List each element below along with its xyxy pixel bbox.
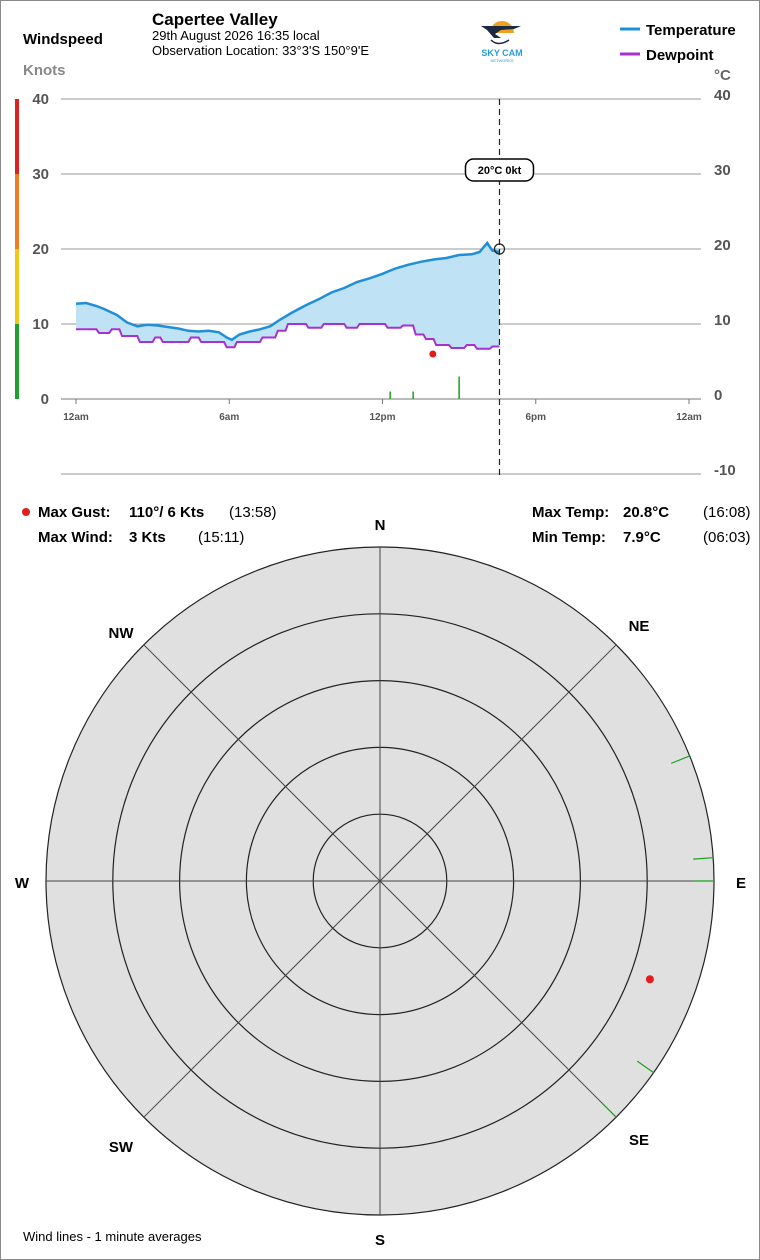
rose-spoke — [143, 880, 381, 1118]
chart-grid — [61, 98, 701, 475]
rose-label-n: N — [375, 517, 386, 534]
legend-temperature-label: Temperature — [646, 22, 736, 39]
current-marker: 20°C 0kt — [464, 99, 535, 476]
right-axis-tick: 20 — [714, 237, 731, 254]
rose-wind-line — [636, 1060, 654, 1074]
scale-green-segment — [15, 324, 19, 399]
rose-label-e: E — [736, 875, 746, 892]
right-axis-tick: 30 — [714, 162, 731, 179]
min-temp-label: Min Temp: — [532, 529, 606, 546]
wind-rose — [45, 546, 715, 1216]
right-axis-tick: 10 — [714, 312, 731, 329]
rose-footnote: Wind lines - 1 minute averages — [23, 1229, 202, 1244]
current-value-circle — [493, 243, 506, 255]
rose-label-se: SE — [629, 1132, 649, 1149]
max-gust-time: (13:58) — [229, 504, 277, 521]
rose-gust-marker — [645, 975, 654, 984]
left-axis-title: Knots — [23, 62, 66, 79]
rose-label-s: S — [375, 1232, 385, 1249]
stats-block: Max Gust: 110°/ 6 Kts (13:58) Max Wind: … — [22, 504, 751, 546]
right-axis-tick: -10 — [714, 462, 736, 479]
legend: Temperature Dewpoint — [620, 22, 736, 64]
logo-subtext: NETWORKS — [490, 58, 513, 63]
right-axis-tick: 0 — [714, 387, 722, 404]
max-temp-label: Max Temp: — [532, 504, 609, 521]
scale-yellow-segment — [15, 249, 19, 324]
windspeed-label: Windspeed — [23, 31, 103, 48]
x-axis-tick: 12pm — [369, 412, 395, 423]
x-axis-tick: 12am — [676, 412, 702, 423]
rose-label-nw: NW — [109, 625, 135, 642]
scale-orange-segment — [15, 174, 19, 249]
dewpoint-line — [76, 323, 500, 350]
max-gust-value: 110°/ 6 Kts — [129, 504, 204, 521]
rose-spoke — [379, 880, 617, 1118]
left-axis-tick: 30 — [32, 166, 49, 183]
station-name: Capertee Valley — [152, 10, 278, 29]
max-gust-marker-icon — [22, 508, 30, 516]
logo-text: SKY CAM — [481, 48, 522, 58]
temperature-line — [75, 240, 500, 342]
left-axis-tick: 10 — [32, 316, 49, 333]
min-temp-value: 7.9°C — [623, 529, 661, 546]
min-temp-time: (06:03) — [703, 529, 751, 546]
observation-location: Observation Location: 33°3'S 150°9'E — [152, 43, 369, 58]
rose-label-sw: SW — [109, 1139, 134, 1156]
max-gust-label: Max Gust: — [38, 504, 111, 521]
max-wind-label: Max Wind: — [38, 529, 113, 546]
skycam-logo: SKY CAM NETWORKS — [481, 21, 523, 63]
left-axis-tick: 40 — [32, 91, 49, 108]
left-axis-tick: 0 — [41, 391, 49, 408]
current-value-box — [464, 158, 535, 182]
rose-wind-line — [693, 857, 714, 860]
logo-plane-icon — [481, 26, 521, 38]
scale-red-segment — [15, 99, 19, 174]
right-axis-tick: 40 — [714, 87, 731, 104]
max-temp-time: (16:08) — [703, 504, 751, 521]
x-axis-tick: 12am — [63, 412, 89, 423]
left-axis-tick: 20 — [32, 241, 49, 258]
x-axis-tick: 6am — [219, 412, 239, 423]
x-axis-tick: 6pm — [525, 412, 546, 423]
rose-spoke — [143, 644, 381, 882]
legend-dewpoint-label: Dewpoint — [646, 47, 714, 64]
right-axis-title: °C — [714, 67, 731, 84]
rose-label-w: W — [15, 875, 30, 892]
max-wind-value: 3 Kts — [129, 529, 166, 546]
rose-spoke — [379, 644, 617, 882]
max-gust-point — [429, 350, 437, 358]
max-temp-value: 20.8°C — [623, 504, 669, 521]
rose-label-ne: NE — [629, 618, 650, 635]
current-value-label: 20°C 0kt — [478, 165, 522, 177]
rose-wind-line — [670, 755, 690, 764]
chart-axis-ticks: 0 10 20 30 40 -10 0 10 20 30 40 12am 6am 12pm 6pm 12am — [32, 87, 735, 479]
chart-series — [75, 240, 500, 399]
max-wind-time: (15:11) — [198, 529, 244, 546]
observation-datetime: 29th August 2026 16:35 local — [152, 28, 320, 43]
rose-wind-line — [601, 1102, 617, 1118]
